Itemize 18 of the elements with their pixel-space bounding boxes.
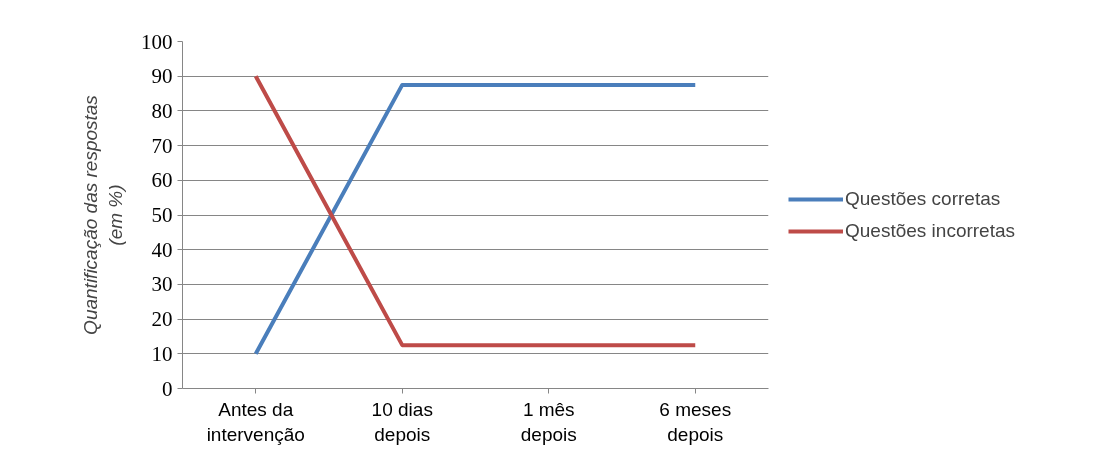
- y-tick-label: 10: [151, 341, 173, 366]
- legend-label: Questões corretas: [845, 187, 1001, 210]
- y-tick-label: 60: [151, 168, 173, 193]
- y-tick-label: 30: [151, 272, 173, 297]
- y-tick-label: 40: [151, 237, 173, 262]
- y-tick-label: 20: [151, 307, 173, 332]
- y-tick-label: 50: [151, 203, 173, 227]
- legend-label: Questões incorretas: [845, 219, 1016, 242]
- y-tick-label: 0: [162, 376, 173, 401]
- y-tick-label: 80: [151, 98, 173, 123]
- y-tick-label: 100: [141, 29, 173, 54]
- x-tick-label: 6 meses depois: [659, 398, 732, 445]
- x-tick-label: Antes da intervenção: [206, 398, 305, 445]
- x-tick-label: 10 dias depois: [371, 398, 433, 445]
- y-axis-title: Quantificação das respostas (em %): [79, 94, 126, 335]
- y-tick-label: 70: [151, 133, 173, 158]
- y-tick-label: 90: [151, 64, 173, 89]
- x-tick-label: 1 mês depois: [520, 398, 577, 445]
